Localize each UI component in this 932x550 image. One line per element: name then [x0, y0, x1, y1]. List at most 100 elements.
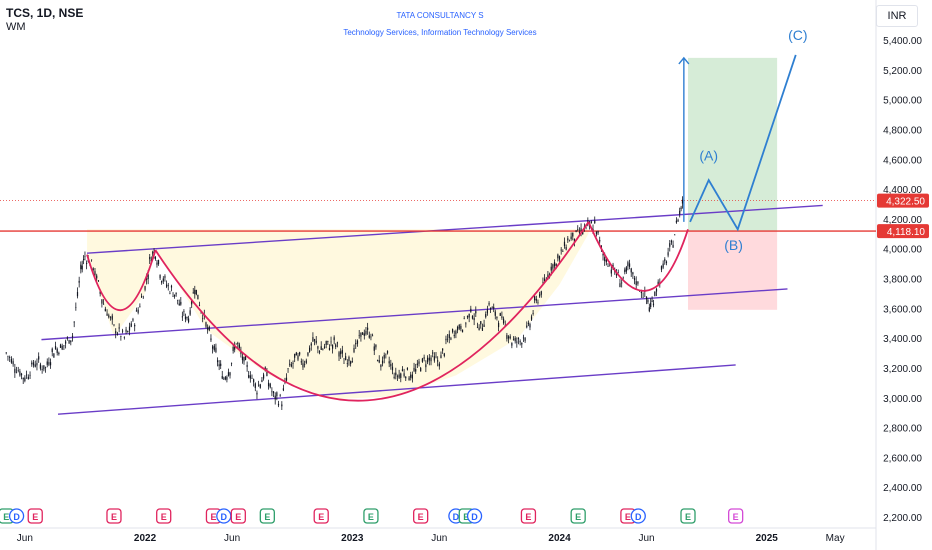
- candle-body: [261, 380, 263, 383]
- candle-body: [652, 303, 655, 306]
- event-marker-label: E: [210, 512, 216, 522]
- candle-body: [553, 262, 556, 267]
- candle-body: [323, 346, 326, 348]
- candle-body: [346, 363, 348, 364]
- candle-body: [192, 292, 194, 294]
- candle-body: [208, 326, 210, 331]
- y-tick-label: 2,600.00: [883, 453, 922, 464]
- candle-body: [162, 278, 164, 282]
- event-marker: [680, 508, 696, 524]
- candle-body: [578, 232, 581, 233]
- candle-body: [418, 361, 420, 364]
- candle-body: [650, 302, 652, 307]
- candle-body: [132, 319, 134, 321]
- candle-body: [276, 392, 278, 397]
- y-tick-label: 4,200.00: [883, 215, 922, 226]
- candle-body: [621, 282, 623, 284]
- candle-body: [604, 257, 606, 261]
- candle-body: [20, 373, 23, 376]
- candle-body: [385, 353, 387, 355]
- candle-body: [597, 230, 599, 234]
- candle-body: [220, 363, 222, 366]
- candle-body: [22, 377, 24, 380]
- event-marker-label: D: [635, 512, 642, 522]
- cup-region: [87, 229, 589, 400]
- event-marker-label: E: [525, 512, 531, 522]
- candle-body: [415, 369, 417, 372]
- candle-body: [172, 296, 174, 297]
- candle-body: [235, 343, 237, 345]
- indicator-label[interactable]: WM: [6, 21, 26, 33]
- candle-body: [224, 377, 226, 380]
- candle-body: [539, 294, 541, 297]
- candle-body: [524, 337, 526, 341]
- candle-body: [243, 356, 245, 362]
- candle-body: [58, 352, 60, 355]
- candle-body: [34, 364, 36, 367]
- candle-body: [517, 337, 520, 340]
- candle-body: [657, 281, 659, 286]
- candle-body: [547, 274, 549, 279]
- candle-body: [651, 300, 653, 302]
- candle-body: [118, 327, 120, 329]
- currency-button[interactable]: INR: [876, 5, 918, 27]
- candle-body: [440, 355, 442, 359]
- candle-body: [470, 308, 472, 312]
- candle-body: [488, 302, 490, 305]
- candle-body: [328, 347, 331, 351]
- symbol-label[interactable]: TCS, 1D, NSE: [6, 6, 84, 20]
- candle-body: [109, 317, 112, 318]
- candle-body: [381, 360, 384, 364]
- candle-body: [373, 346, 375, 351]
- candle-body: [230, 362, 233, 364]
- candle-body: [325, 341, 327, 345]
- candle-body: [101, 299, 103, 304]
- candle-body: [223, 378, 225, 380]
- candle-body: [405, 376, 407, 379]
- candle-body: [187, 318, 190, 323]
- y-tick-label: 2,800.00: [883, 424, 922, 435]
- candle-body: [5, 352, 7, 354]
- candle-body: [353, 348, 355, 353]
- candle-body: [625, 267, 627, 272]
- event-marker: [313, 508, 329, 524]
- candle-body: [167, 285, 169, 286]
- candle-body: [15, 371, 18, 373]
- candle-body: [184, 316, 187, 320]
- event-marker-label: E: [368, 512, 374, 522]
- candle-body: [398, 374, 400, 378]
- candle-body: [376, 360, 379, 362]
- event-marker-label: E: [32, 512, 38, 522]
- candle-body: [461, 329, 464, 333]
- candle-body: [173, 294, 176, 297]
- event-marker-label: E: [418, 512, 424, 522]
- candle-body: [279, 395, 281, 397]
- candle-body: [370, 336, 372, 338]
- candle-body: [529, 324, 531, 328]
- candle-body: [610, 269, 612, 274]
- candle-body: [322, 349, 324, 350]
- candle-body: [512, 339, 515, 340]
- candle-body: [645, 296, 648, 300]
- candle-body: [575, 230, 577, 232]
- x-tick-label: 2022: [134, 533, 157, 544]
- candle-body: [289, 363, 291, 365]
- candle-body: [267, 382, 270, 387]
- candle-body: [7, 356, 9, 357]
- candle-body: [447, 338, 449, 340]
- candle-body: [622, 276, 624, 278]
- y-tick-label: 3,600.00: [883, 304, 922, 315]
- event-marker-label: D: [13, 512, 20, 522]
- candle-body: [198, 304, 201, 306]
- candle-body: [480, 321, 482, 325]
- x-tick-label: Jun: [638, 533, 654, 544]
- candle-body: [430, 357, 432, 362]
- candle-body: [493, 306, 495, 309]
- candle-body: [191, 300, 193, 305]
- candle-body: [423, 357, 425, 359]
- candle-body: [633, 278, 636, 281]
- candle-body: [295, 352, 297, 356]
- candle-body: [458, 324, 460, 329]
- candle-body: [356, 340, 359, 344]
